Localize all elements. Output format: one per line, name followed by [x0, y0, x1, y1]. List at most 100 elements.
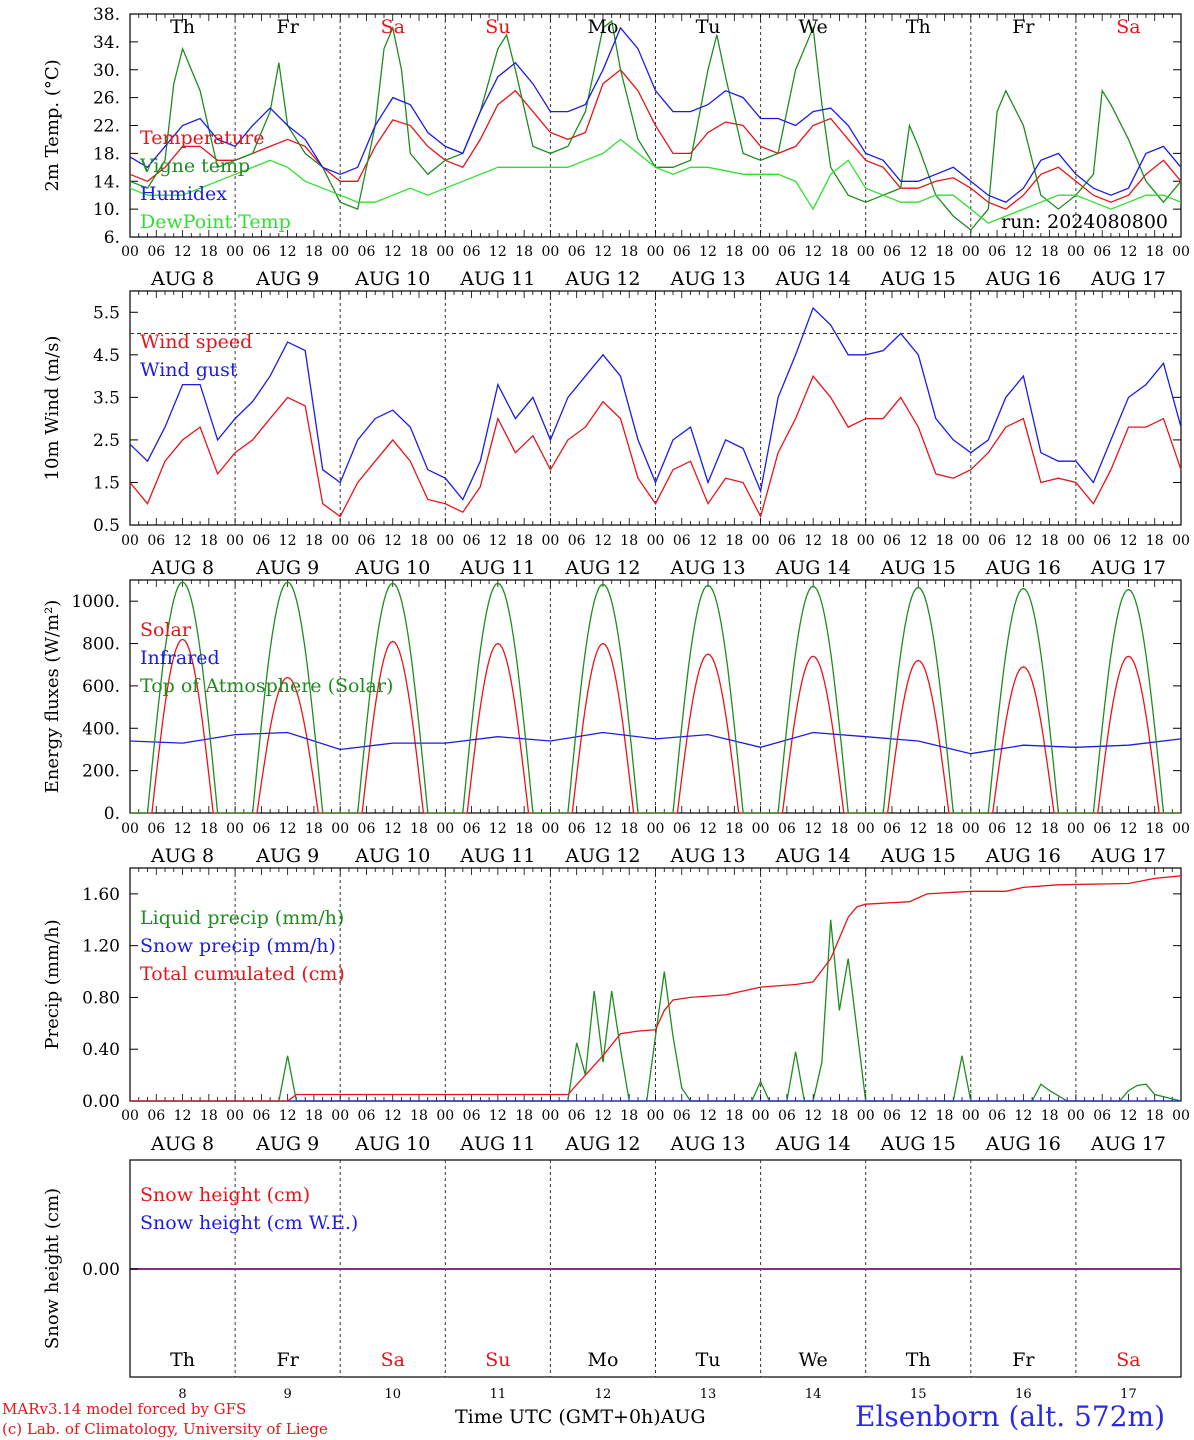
temperature-hour-label: 00 — [226, 244, 244, 260]
temperature-ytick-label: 18. — [93, 144, 120, 164]
energy-hour-label: 12 — [489, 821, 507, 837]
precip-hour-label: 00 — [1067, 1108, 1085, 1124]
precip-hour-label: 00 — [647, 1108, 665, 1124]
energy-hour-label: 00 — [962, 821, 980, 837]
temperature-ytick-label: 6. — [104, 228, 120, 248]
temperature-hour-label: 12 — [384, 244, 402, 260]
temperature-series-vigne-temp — [129, 19, 1182, 231]
temperature-legend-entry: Humidex — [140, 183, 227, 205]
precip-series-total-cumulated-cm — [130, 875, 1182, 1102]
precip-hour-label: 18 — [515, 1108, 533, 1124]
day-number-label: 9 — [284, 1387, 292, 1402]
wind-hour-label: 00 — [541, 533, 559, 549]
wind-hour-label: 06 — [147, 533, 165, 549]
precip-hour-label: 18 — [410, 1108, 428, 1124]
day-number-label: 14 — [805, 1387, 822, 1402]
energy-hour-label: 00 — [541, 821, 559, 837]
wind-hour-label: 00 — [331, 533, 349, 549]
energy-hour-label: 06 — [147, 821, 165, 837]
wind-hour-label: 12 — [384, 533, 402, 549]
day-abbr-top: Fr — [1012, 16, 1035, 38]
temperature-hour-label: 12 — [1014, 244, 1032, 260]
precip-ytick-label: 1.20 — [82, 937, 120, 957]
energy-hour-label: 18 — [305, 821, 323, 837]
day-number-label: 11 — [490, 1387, 507, 1402]
temperature-hour-label: 06 — [778, 244, 796, 260]
wind-hour-label: 06 — [673, 533, 691, 549]
temperature-ytick-label: 38. — [93, 5, 120, 25]
temperature-ytick-label: 14. — [93, 172, 120, 192]
precip-hour-label: 00 — [121, 1108, 139, 1124]
precip-hour-label: 00 — [226, 1108, 244, 1124]
wind-legend-entry: Wind gust — [140, 359, 238, 381]
energy-date-label: AUG 14 — [775, 845, 851, 867]
energy-hour-label: 00 — [647, 821, 665, 837]
energy-hour-label: 12 — [384, 821, 402, 837]
temperature-date-label: AUG 17 — [1090, 268, 1166, 290]
temperature-hour-label: 06 — [358, 244, 376, 260]
wind-hour-label: 18 — [410, 533, 428, 549]
wind-hour-label: 18 — [200, 533, 218, 549]
energy-hour-label: 12 — [804, 821, 822, 837]
temperature-hour-label: 00 — [752, 244, 770, 260]
wind-hour-label: 00 — [647, 533, 665, 549]
energy-date-label: AUG 16 — [985, 845, 1061, 867]
precip-hour-label: 00 — [331, 1108, 349, 1124]
precip-date-label: AUG 13 — [669, 1133, 745, 1155]
temperature-hour-label: 06 — [673, 244, 691, 260]
precip-ytick-label: 0.40 — [82, 1040, 120, 1060]
wind-hour-label: 12 — [1120, 533, 1138, 549]
precip-hour-label: 18 — [936, 1108, 954, 1124]
wind-hour-label: 12 — [909, 533, 927, 549]
precip-ytick-label: 0.00 — [82, 1092, 120, 1112]
temperature-ytick-label: 22. — [93, 117, 120, 137]
wind-hour-label: 06 — [358, 533, 376, 549]
energy-date-label: AUG 8 — [150, 845, 214, 867]
wind-hour-label: 06 — [778, 533, 796, 549]
precip-hour-label: 18 — [1041, 1108, 1059, 1124]
temperature-hour-label: 12 — [1120, 244, 1138, 260]
wind-date-label: AUG 10 — [354, 557, 430, 579]
temperature-hour-label: 06 — [1093, 244, 1111, 260]
temperature-date-label: AUG 13 — [669, 268, 745, 290]
temperature-hour-label: 12 — [804, 244, 822, 260]
precip-hour-label: 00 — [752, 1108, 770, 1124]
day-number-label: 16 — [1015, 1387, 1032, 1402]
day-abbr-bottom: Fr — [277, 1349, 300, 1371]
temperature-hour-label: 00 — [541, 244, 559, 260]
precip-legend-entry: Liquid precip (mm/h) — [140, 907, 344, 929]
precip-date-label: AUG 9 — [255, 1133, 319, 1155]
wind-series-wind-speed — [129, 374, 1182, 519]
temperature-hour-label: 00 — [436, 244, 454, 260]
precip-hour-label: 12 — [1014, 1108, 1032, 1124]
day-abbr-bottom: Th — [906, 1349, 931, 1371]
temperature-hour-label: 12 — [699, 244, 717, 260]
energy-hour-label: 18 — [1041, 821, 1059, 837]
temperature-hour-label: 18 — [936, 244, 954, 260]
temperature-hour-label: 06 — [252, 244, 270, 260]
energy-hour-label: 12 — [1120, 821, 1138, 837]
precip-hour-label: 12 — [174, 1108, 192, 1124]
day-number-label: 8 — [178, 1387, 186, 1402]
temperature-date-label: AUG 14 — [775, 268, 851, 290]
temperature-hour-label: 12 — [909, 244, 927, 260]
day-abbr-bottom: Sa — [381, 1349, 405, 1371]
precip-hour-label: 06 — [568, 1108, 586, 1124]
wind-ylabel: 10m Wind (m/s) — [42, 336, 63, 481]
precip-date-label: AUG 11 — [459, 1133, 535, 1155]
energy-hour-label: 00 — [752, 821, 770, 837]
energy-ytick-label: 200. — [82, 762, 120, 782]
temperature-hour-label: 18 — [1041, 244, 1059, 260]
temperature-hour-label: 12 — [174, 244, 192, 260]
energy-series-infrared — [129, 731, 1182, 755]
day-number-label: 15 — [910, 1387, 927, 1402]
temperature-series-temperature — [129, 68, 1182, 210]
wind-date-label: AUG 9 — [255, 557, 319, 579]
temperature-date-label: AUG 8 — [150, 268, 214, 290]
energy-hour-label: 18 — [831, 821, 849, 837]
energy-hour-label: 18 — [936, 821, 954, 837]
energy-hour-label: 12 — [594, 821, 612, 837]
energy-hour-label: 00 — [121, 821, 139, 837]
energy-hour-label: 18 — [200, 821, 218, 837]
snow-ylabel: Snow height (cm) — [42, 1188, 63, 1349]
